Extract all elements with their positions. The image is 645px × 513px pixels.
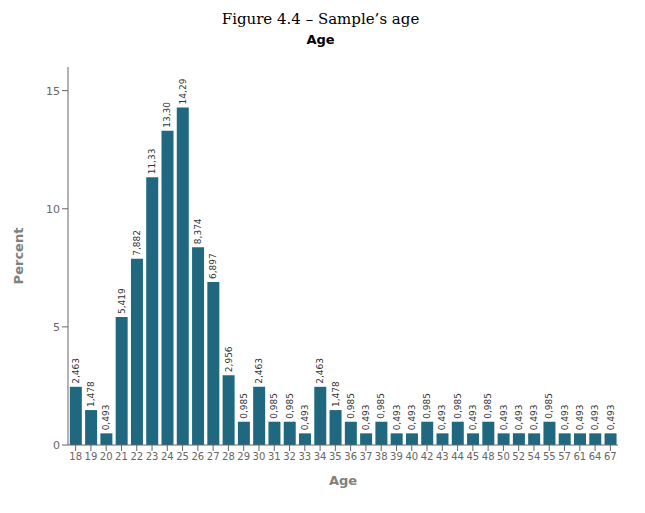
svg-text:67: 67 [604,451,617,462]
svg-text:2,463: 2,463 [254,358,264,384]
svg-text:6,897: 6,897 [208,253,218,279]
svg-text:21: 21 [115,451,128,462]
svg-text:61: 61 [573,451,586,462]
svg-text:23: 23 [146,451,159,462]
svg-text:7,882: 7,882 [132,230,142,256]
svg-text:0,493: 0,493 [499,405,509,431]
svg-text:48: 48 [482,451,495,462]
svg-text:57: 57 [558,451,571,462]
svg-text:45: 45 [466,451,479,462]
svg-text:33: 33 [298,451,311,462]
svg-text:44: 44 [451,451,464,462]
svg-text:38: 38 [375,451,388,462]
svg-text:0,493: 0,493 [101,405,111,431]
svg-text:15: 15 [46,85,60,98]
svg-text:0,493: 0,493 [575,405,585,431]
svg-text:0,493: 0,493 [407,405,417,431]
svg-text:24: 24 [161,451,174,462]
svg-text:18: 18 [69,451,82,462]
svg-text:1,478: 1,478 [86,381,96,407]
svg-text:55: 55 [543,451,556,462]
svg-text:64: 64 [589,451,602,462]
svg-text:11,33: 11,33 [147,149,157,175]
svg-text:28: 28 [222,451,235,462]
svg-text:0,493: 0,493 [514,405,524,431]
svg-text:26: 26 [191,451,204,462]
svg-text:54: 54 [528,451,541,462]
svg-text:10: 10 [46,203,60,216]
svg-text:0,493: 0,493 [590,405,600,431]
svg-text:43: 43 [436,451,449,462]
svg-text:37: 37 [360,451,373,462]
svg-text:0,493: 0,493 [560,405,570,431]
html-text:Figure 4.4 – Sample’s age: Figure 4.4 – Sample’s age [221,10,420,28]
svg-text:29: 29 [237,451,250,462]
svg-text:0,985: 0,985 [453,393,463,419]
svg-text:20: 20 [100,451,113,462]
svg-text:40: 40 [405,451,418,462]
svg-text:0: 0 [53,439,60,452]
svg-text:25: 25 [176,451,189,462]
svg-text:2,463: 2,463 [71,358,81,384]
html-text:Age: Age [306,32,335,47]
svg-text:0,985: 0,985 [239,393,249,419]
svg-text:50: 50 [497,451,510,462]
svg-text:39: 39 [390,451,403,462]
svg-text:0,493: 0,493 [606,405,616,431]
svg-text:8,374: 8,374 [193,218,203,244]
svg-text:5: 5 [53,321,60,334]
svg-text:52: 52 [512,451,525,462]
svg-text:0,493: 0,493 [438,405,448,431]
svg-text:0,493: 0,493 [468,405,478,431]
svg-text:5,419: 5,419 [117,288,127,314]
svg-text:30: 30 [253,451,266,462]
svg-text:0,985: 0,985 [376,393,386,419]
svg-text:1,478: 1,478 [331,381,341,407]
svg-text:27: 27 [207,451,220,462]
svg-text:34: 34 [314,451,327,462]
svg-text:0,985: 0,985 [269,393,279,419]
svg-text:13,30: 13,30 [163,102,173,128]
svg-text:35: 35 [329,451,342,462]
svg-text:31: 31 [268,451,281,462]
svg-text:2,463: 2,463 [315,358,325,384]
svg-text:Percent: Percent [11,228,26,285]
svg-text:Age: Age [329,473,357,488]
svg-text:32: 32 [283,451,296,462]
svg-text:14,29: 14,29 [178,78,188,104]
svg-text:0,985: 0,985 [483,393,493,419]
svg-text:0,985: 0,985 [422,393,432,419]
svg-text:0,493: 0,493 [529,405,539,431]
svg-text:0,493: 0,493 [300,405,310,431]
svg-text:22: 22 [130,451,143,462]
svg-text:0,493: 0,493 [392,405,402,431]
svg-text:19: 19 [85,451,98,462]
svg-text:0,493: 0,493 [361,405,371,431]
svg-text:2,956: 2,956 [224,346,234,372]
svg-text:0,985: 0,985 [544,393,554,419]
svg-text:36: 36 [344,451,357,462]
svg-text:42: 42 [421,451,434,462]
svg-text:0,985: 0,985 [346,393,356,419]
svg-text:0,985: 0,985 [285,393,295,419]
